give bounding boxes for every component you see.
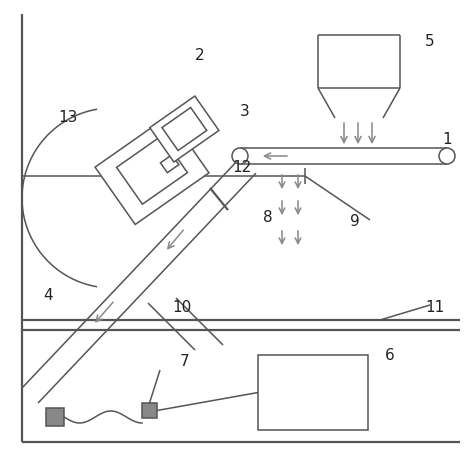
Polygon shape [162,107,207,150]
Text: 11: 11 [426,301,445,315]
Text: 9: 9 [350,214,360,229]
Text: 7: 7 [180,355,190,370]
Text: 1: 1 [442,133,452,148]
Text: 2: 2 [195,48,205,63]
Circle shape [439,148,455,164]
Polygon shape [161,155,179,173]
Text: 4: 4 [43,287,53,303]
Text: 12: 12 [232,160,252,175]
Polygon shape [95,116,209,224]
Text: 13: 13 [58,111,78,126]
Text: 3: 3 [240,105,250,119]
Text: 10: 10 [172,301,191,315]
Text: 5: 5 [425,34,435,49]
Text: 6: 6 [385,349,395,363]
Circle shape [232,148,248,164]
Polygon shape [116,136,188,204]
Bar [46,408,64,426]
Text: 8: 8 [263,211,273,225]
Bar [142,403,157,418]
Bar [258,355,368,430]
Polygon shape [150,96,219,162]
